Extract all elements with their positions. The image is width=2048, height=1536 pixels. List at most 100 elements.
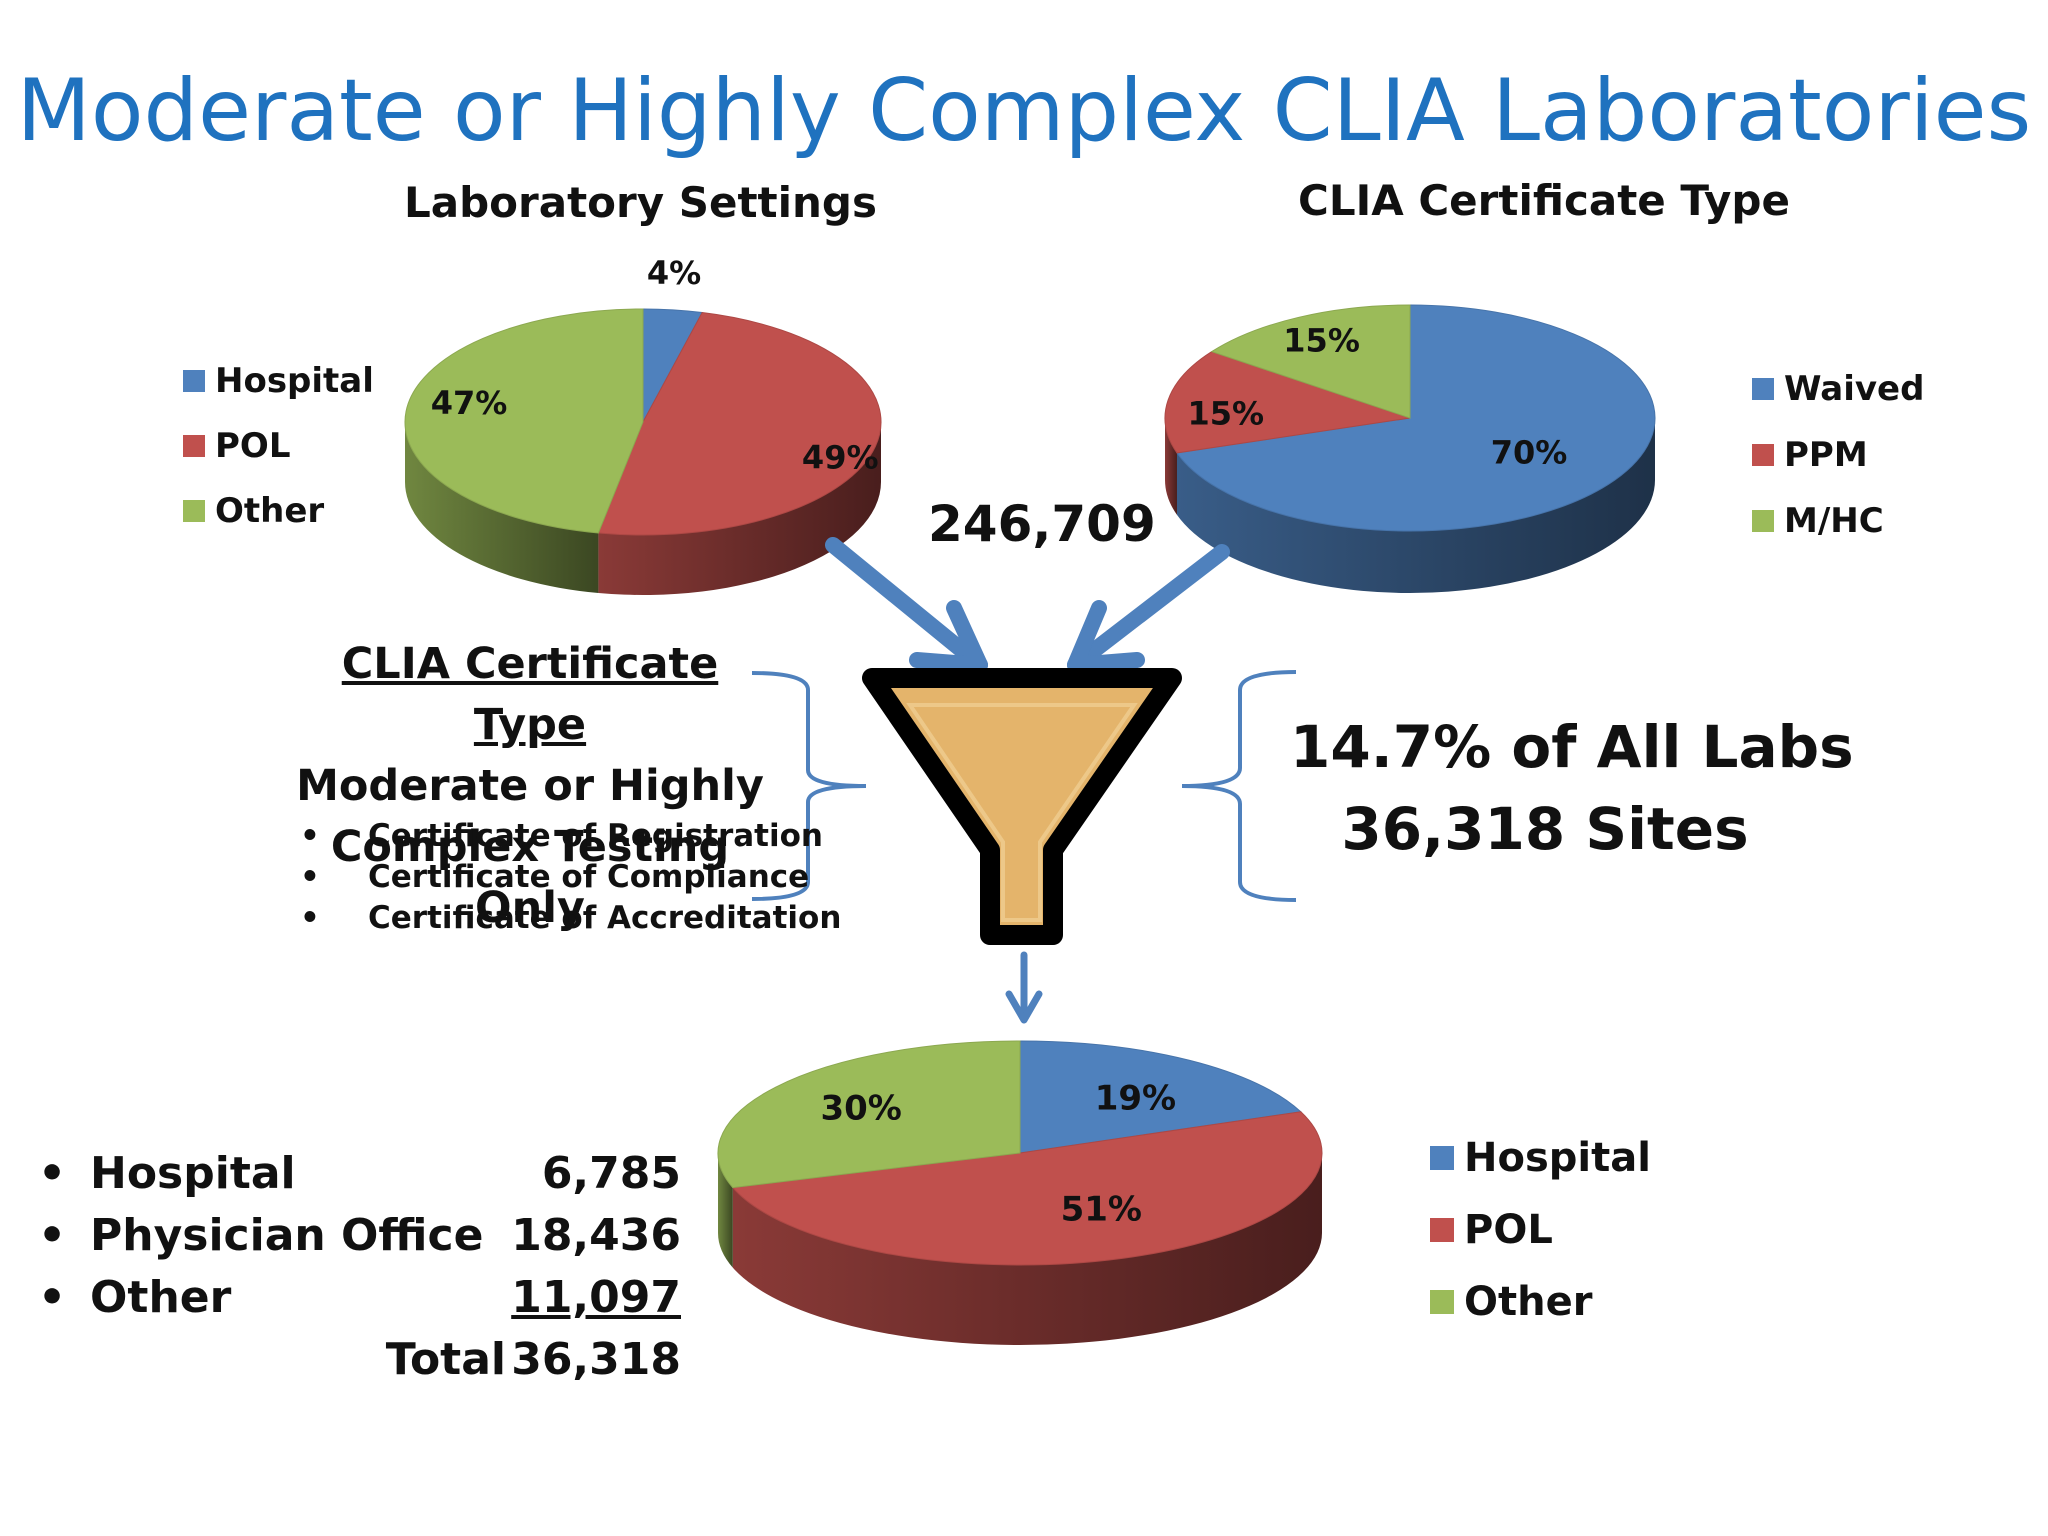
- pie-moderate-complex-labs: 19% 51% 30%: [717, 1040, 1323, 1345]
- criteria-line-1: Moderate or Highly: [296, 761, 764, 812]
- criteria-list: • Certificate of Registration • Certific…: [300, 816, 841, 939]
- criteria-item: Certificate of Accreditation: [368, 900, 842, 936]
- legend-swatch-pol: [1430, 1218, 1454, 1242]
- legend-result: Hospital POL Other: [1430, 1122, 1651, 1338]
- legend-swatch-hospital: [183, 369, 205, 392]
- total-value: 36,318: [511, 1334, 681, 1385]
- arrow-down-icon: [1005, 951, 1043, 1024]
- right-brace-icon: [1181, 670, 1297, 902]
- criteria-item: Certificate of Compliance: [368, 859, 810, 895]
- bullet: •: [300, 900, 320, 936]
- slice-side-other: [718, 1153, 733, 1268]
- legend-label: Hospital: [215, 360, 374, 401]
- legend-swatch-hospital: [1430, 1146, 1454, 1170]
- count-value: 6,785: [541, 1148, 681, 1199]
- slice-waived: [1176, 304, 1656, 532]
- slice-side-ppm: [1165, 418, 1177, 515]
- bullet: •: [38, 1148, 67, 1199]
- legend-swatch-other: [1430, 1290, 1454, 1314]
- legend-label: PPM: [1784, 435, 1868, 475]
- legend-item-hospital: Hospital: [183, 348, 374, 413]
- legend-swatch-other: [183, 499, 205, 522]
- list-item: • Certificate of Registration: [300, 816, 841, 857]
- legend-item-other: Other: [183, 478, 374, 543]
- data-label-other: 30%: [820, 1089, 901, 1129]
- slice-ppm: [1164, 351, 1411, 454]
- legend-item-hospital: Hospital: [1430, 1122, 1651, 1194]
- legend-swatch-waived: [1752, 378, 1774, 400]
- table-row: • Physician Office 18,436: [38, 1205, 681, 1267]
- list-item: • Certificate of Accreditation: [300, 898, 841, 939]
- bullet: •: [38, 1272, 67, 1323]
- slice-pol: [731, 1111, 1323, 1266]
- data-label-waived: 70%: [1491, 434, 1568, 472]
- legend-swatch-mhc: [1752, 510, 1774, 532]
- slice-pol: [597, 312, 882, 536]
- bullet: •: [38, 1210, 67, 1261]
- legend-label: Other: [215, 490, 325, 531]
- count-value: 11,097: [511, 1272, 681, 1323]
- legend-label: POL: [215, 425, 291, 466]
- table-row: • Hospital 6,785: [38, 1143, 681, 1205]
- slice-other: [404, 308, 644, 534]
- legend-item-pol: POL: [183, 413, 374, 478]
- bullet: •: [300, 859, 320, 895]
- slice-m-hc: [1210, 304, 1411, 419]
- count-label: Other: [90, 1272, 232, 1323]
- total-row: Total 36,318: [38, 1329, 681, 1391]
- slice-side-pol: [598, 422, 881, 595]
- count-label: Hospital: [90, 1148, 296, 1199]
- data-label-hospital: 19%: [1095, 1079, 1176, 1119]
- certificate-type-title: CLIA Certificate Type: [1298, 176, 1790, 225]
- laboratory-settings-title: Laboratory Settings: [404, 178, 877, 227]
- arrow-right-icon: [1067, 544, 1230, 673]
- legend-label: Waived: [1784, 369, 1925, 409]
- legend-swatch-pol: [183, 434, 205, 457]
- slice-side-waived: [1176, 418, 1655, 593]
- legend-swatch-ppm: [1752, 444, 1774, 466]
- data-label-pol: 51%: [1061, 1189, 1142, 1229]
- data-label-hospital: 4%: [647, 254, 701, 292]
- slice-hospital: [1019, 1040, 1302, 1154]
- criteria-line-2: Complex Testing Only: [330, 822, 730, 934]
- legend-label: POL: [1464, 1207, 1553, 1253]
- legend-item-ppm: PPM: [1752, 422, 1924, 488]
- legend-certificate-type: Waived PPM M/HC: [1752, 356, 1924, 554]
- list-item: • Certificate of Compliance: [300, 857, 841, 898]
- count-label: Physician Office: [90, 1210, 484, 1261]
- slice-side-other: [405, 422, 599, 593]
- left-brace-icon: [751, 671, 867, 901]
- summary-line-2: 36,318 Sites: [1341, 795, 1749, 863]
- slice-side-pol: [732, 1153, 1322, 1345]
- legend-item-other: Other: [1430, 1266, 1651, 1338]
- criteria-title: CLIA Certificate Type: [341, 639, 719, 751]
- arrow-left-icon: [825, 537, 988, 673]
- count-value: 18,436: [511, 1210, 681, 1261]
- criteria-item: Certificate of Registration: [368, 818, 823, 854]
- legend-item-waived: Waived: [1752, 356, 1924, 422]
- total-label: Total: [385, 1334, 506, 1385]
- pie-certificate-type: 70% 15% 15%: [1164, 304, 1656, 593]
- data-label-other: 47%: [431, 384, 508, 422]
- legend-label: M/HC: [1784, 501, 1884, 541]
- slice-other: [717, 1040, 1021, 1189]
- counts-list: • Hospital 6,785 • Physician Office 18,4…: [38, 1143, 681, 1391]
- table-row: • Other 11,097: [38, 1267, 681, 1329]
- bullet: •: [300, 818, 320, 854]
- funnel-icon: [862, 668, 1182, 945]
- summary-block: 14.7% of All Labs 36,318 Sites: [1290, 706, 1854, 870]
- pie-laboratory-settings: 4% 49% 47%: [404, 254, 882, 595]
- data-label-pol: 49%: [802, 439, 879, 477]
- summary-line-1: 14.7% of All Labs: [1290, 713, 1854, 781]
- data-label-ppm: 15%: [1187, 394, 1264, 432]
- legend-item-pol: POL: [1430, 1194, 1651, 1266]
- data-label-m-hc: 15%: [1283, 321, 1360, 359]
- page-title: Moderate or Highly Complex CLIA Laborato…: [16, 61, 2032, 161]
- total-labs-value: 246,709: [928, 495, 1156, 553]
- legend-label: Other: [1464, 1279, 1593, 1325]
- legend-laboratory-settings: Hospital POL Other: [183, 348, 374, 543]
- legend-item-mhc: M/HC: [1752, 488, 1924, 554]
- criteria-block: CLIA Certificate Type Moderate or Highly…: [280, 634, 780, 939]
